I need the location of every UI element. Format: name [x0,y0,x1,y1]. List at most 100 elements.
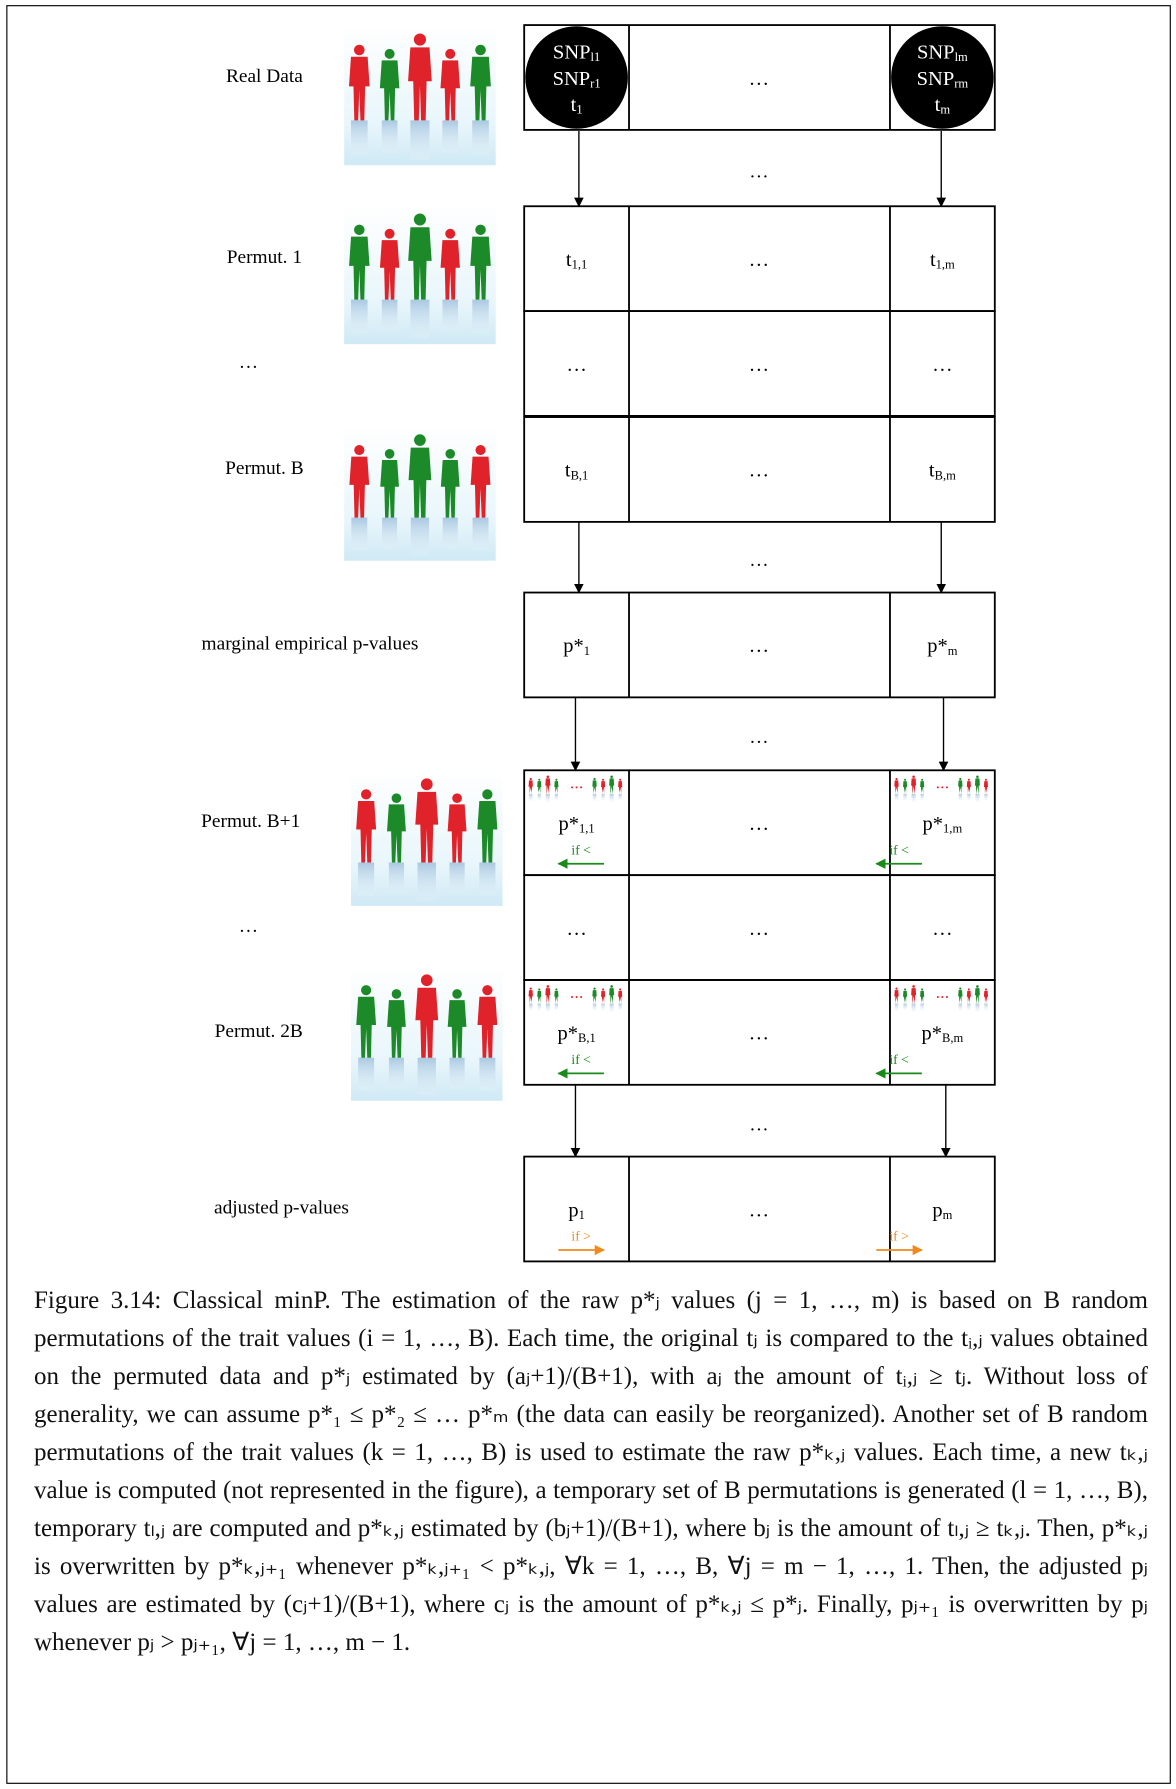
row-label: Permut. B+1 [201,811,300,832]
cell-main: … [749,353,770,375]
mini-dot [580,786,582,788]
person-body [975,988,980,1003]
cell-main: p* [559,813,580,835]
person-head [530,988,532,990]
cell-sub: 1,1 [579,821,595,835]
cell-text: … [749,635,770,657]
cell-sub: rm [954,76,968,90]
people-image [344,25,496,165]
person-body [967,991,971,1004]
mini-dot [571,996,573,998]
person-reflection [529,1004,533,1011]
mini-people [894,985,988,1012]
person-body [911,988,916,1003]
person-head [976,985,979,988]
person-head [354,45,365,56]
cell-main: SNP [917,41,955,63]
mini-dot [937,786,939,788]
person-head [619,988,621,990]
person-body [958,990,962,1003]
person-reflection [967,1004,970,1011]
cell-text: p*m [927,635,958,658]
cell-main: … [932,353,953,375]
person-body [601,991,605,1004]
person-head [555,779,557,781]
person-head [904,779,906,781]
row-label: adjusted p-values [214,1197,349,1218]
mini-dot [576,786,578,788]
person-head [593,988,595,990]
person-head [602,988,604,990]
cell-main: … [749,1199,770,1221]
person-body [609,988,614,1003]
person-reflection [593,1004,597,1011]
person-reflection [351,518,367,551]
cell-main: p* [923,813,944,835]
person-body [984,991,988,1004]
person-head [385,449,395,459]
cell-text: t1,m [930,249,955,272]
person-head [421,974,433,986]
cell-text: … [566,353,587,375]
person-head [959,988,961,990]
cell-sub: B,m [942,1031,963,1045]
condition-label: if < [571,842,591,857]
person-reflection [984,1004,987,1011]
row-label: … [239,916,258,937]
cell-text: … [749,459,770,481]
cell-sub: B,1 [578,1031,596,1045]
person-reflection [555,1004,558,1011]
person-reflection [472,120,489,154]
mini-dot [941,996,943,998]
people-image [344,426,496,560]
cell-sub: B,1 [571,468,589,482]
person-reflection [473,518,489,551]
mini-dot [946,996,948,998]
person-head [445,49,455,59]
person-reflection [555,794,558,801]
person-body [537,991,541,1004]
mini-dot [571,786,573,788]
cell-sub: 1,1 [572,257,588,271]
cell-sub: 1 [579,1208,585,1222]
person-head [452,989,462,999]
cell-sub: l1 [591,50,601,64]
person-reflection [959,794,963,801]
person-head [904,988,906,990]
person-reflection [479,863,495,896]
person-head [445,229,455,239]
person-head [414,434,426,446]
gap-dots: … [749,727,768,748]
person-reflection [601,1004,604,1011]
person-reflection [975,794,979,802]
person-body [609,778,614,793]
mini-people [529,775,623,802]
cell-main: … [566,353,587,375]
person-head [912,985,915,988]
gap-dots: … [749,550,768,571]
person-head [354,225,365,236]
cell-text: … [749,813,770,835]
mini-people [894,775,988,802]
cell-text: p*1 [563,635,590,658]
person-body [601,781,605,794]
person-reflection [410,300,429,339]
person-reflection [546,1004,550,1012]
cell-text: … [749,249,770,271]
condition-label: if > [571,1229,591,1244]
person-body [967,781,971,794]
person-head [895,988,897,990]
person-reflection [619,1004,622,1011]
cell-sub: m [948,644,958,658]
cell-main: p [932,1199,942,1221]
person-head [475,445,485,455]
cell-main: … [749,1022,770,1044]
cell-main: … [749,813,770,835]
person-head [895,778,897,780]
person-head [538,988,540,990]
cell-main: … [749,459,770,481]
person-head [392,793,402,803]
person-reflection [418,1058,436,1096]
person-reflection [442,300,458,332]
person-body [894,780,898,793]
